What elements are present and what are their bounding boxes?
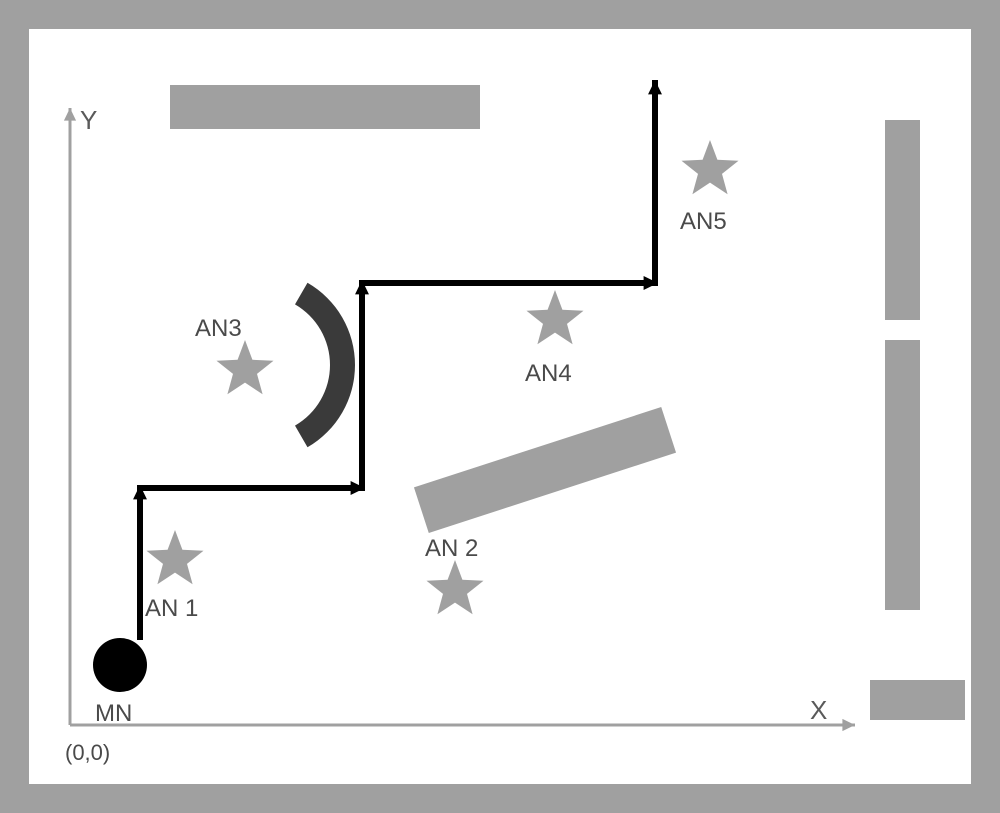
- y-axis-label: Y: [80, 105, 97, 136]
- an5-label: AN5: [680, 208, 727, 236]
- mobile-node: [93, 638, 147, 692]
- diagram-container: Y X (0,0) MN AN 1 AN 2 AN3 AN4 AN5: [0, 0, 1000, 813]
- an4-label: AN4: [525, 360, 572, 388]
- x-axis-label: X: [810, 695, 827, 726]
- an2-label: AN 2: [425, 535, 478, 563]
- origin-label: (0,0): [65, 740, 110, 766]
- an3-label: AN3: [195, 315, 242, 343]
- an1-label: AN 1: [145, 595, 198, 623]
- diagram-svg: [0, 0, 1000, 813]
- mn-label: MN: [95, 700, 132, 728]
